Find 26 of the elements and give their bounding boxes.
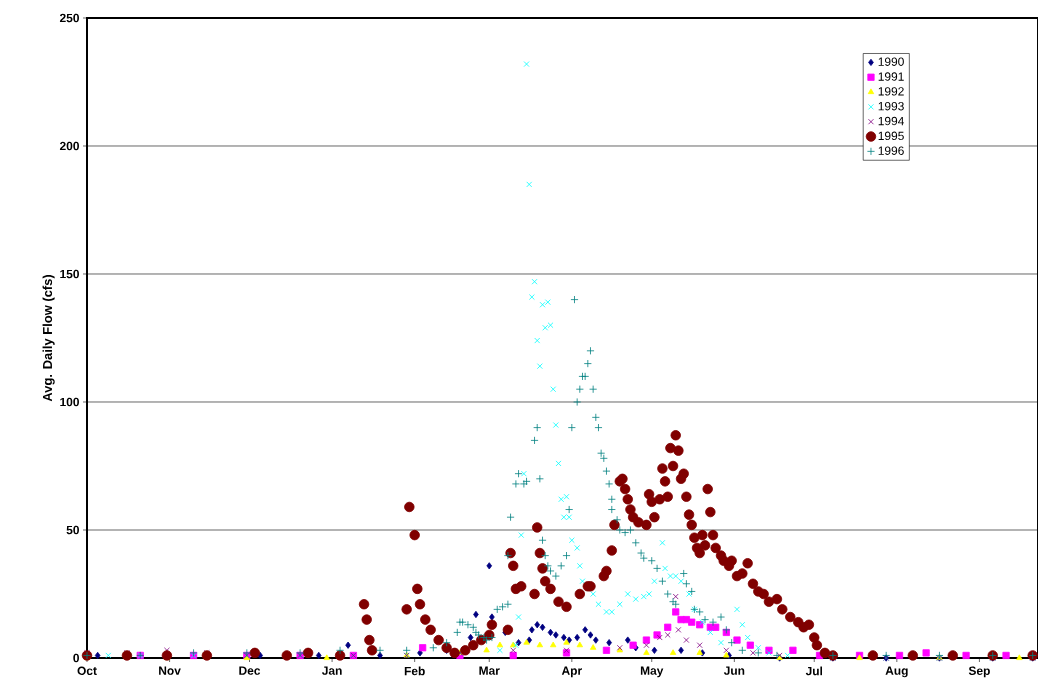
legend-label: 1990 bbox=[878, 57, 904, 66]
legend-label: 1993 bbox=[878, 101, 904, 111]
x-tick-label: May bbox=[640, 666, 664, 678]
x-tick-label: Sep bbox=[968, 666, 990, 678]
x-tick-label: Mar bbox=[479, 666, 500, 675]
legend-label: 1996 bbox=[878, 146, 904, 155]
y-tick-label: 150 bbox=[60, 269, 79, 279]
x-tick-label: Feb bbox=[404, 666, 425, 676]
legend-label: 1992 bbox=[878, 87, 904, 96]
y-tick-label: 0 bbox=[73, 653, 79, 663]
x-tick-label: Oct bbox=[77, 666, 97, 675]
legend-label: 1991 bbox=[878, 72, 904, 81]
x-tick-label: Aug bbox=[885, 666, 908, 678]
x-tick-label: Dec bbox=[239, 666, 261, 675]
legend-label: 1994 bbox=[878, 116, 904, 126]
legend-label: 1995 bbox=[878, 131, 904, 141]
y-tick-label: 100 bbox=[60, 397, 79, 407]
x-tick-label: Apr bbox=[561, 666, 582, 678]
y-tick-label: 200 bbox=[59, 141, 79, 151]
y-tick-label: 50 bbox=[66, 525, 79, 535]
x-tick-label: Jan bbox=[321, 666, 342, 675]
x-tick-label: Jun bbox=[723, 666, 745, 675]
x-tick-label: Jul bbox=[805, 666, 823, 676]
x-tick-label: Nov bbox=[159, 666, 181, 675]
y-axis-title: Avg. Daily Flow (cfs) bbox=[42, 274, 55, 402]
y-tick-label: 250 bbox=[59, 13, 79, 23]
